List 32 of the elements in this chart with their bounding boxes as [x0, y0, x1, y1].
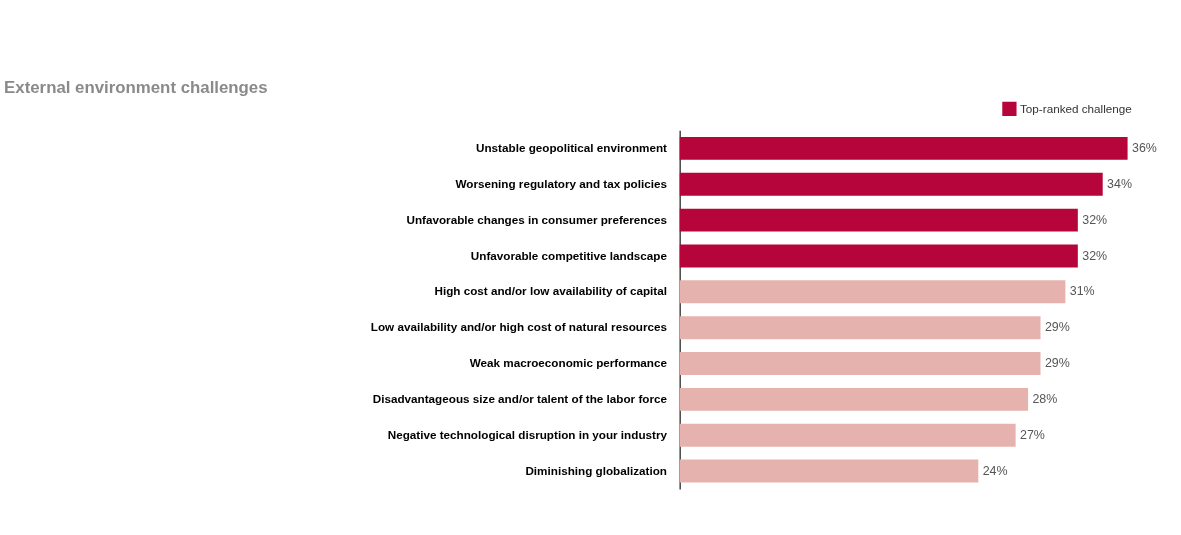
bar	[679, 172, 1103, 196]
bar	[679, 423, 1016, 447]
y-tick-label: High cost and/or low availability of capital	[434, 284, 667, 298]
bar	[679, 280, 1066, 304]
data-label: 32%	[1082, 248, 1108, 263]
data-label: 29%	[1044, 356, 1070, 371]
data-label: 31%	[1069, 284, 1095, 299]
bar	[679, 387, 1029, 411]
y-tick-label: Low availability and/or high cost of natural resources	[370, 320, 668, 334]
data-label: 28%	[1032, 392, 1058, 407]
data-label: 36%	[1131, 141, 1157, 156]
bar	[679, 316, 1041, 340]
y-tick-label: Unfavorable competitive landscape	[470, 248, 668, 262]
y-tick-label: Disadvantageous size and/or talent of the labor force	[372, 392, 668, 406]
y-tick-label: Unfavorable changes in consumer preferences	[406, 212, 668, 226]
bar	[679, 244, 1078, 268]
y-tick-label: Weak macroeconomic performance	[469, 356, 668, 370]
data-label: 34%	[1107, 176, 1132, 191]
data-label: 27%	[1020, 427, 1045, 442]
y-tick-label: Worsening regulatory and tax policies	[455, 176, 668, 190]
y-tick-label: Unstable geopolitical environment	[476, 141, 668, 155]
bar	[679, 459, 979, 483]
y-tick-label: Diminishing globalization	[525, 463, 667, 477]
bar	[679, 136, 1128, 160]
bar	[679, 208, 1078, 232]
text: External environment challenges	[4, 78, 268, 98]
data-label: 24%	[982, 463, 1008, 478]
legend-label: Top-ranked challenge	[1020, 101, 1132, 115]
data-label: 29%	[1044, 320, 1070, 335]
data-label: 32%	[1082, 212, 1108, 227]
y-tick-label: Negative technological disruption in your industry	[387, 427, 668, 441]
bar	[679, 352, 1041, 375]
